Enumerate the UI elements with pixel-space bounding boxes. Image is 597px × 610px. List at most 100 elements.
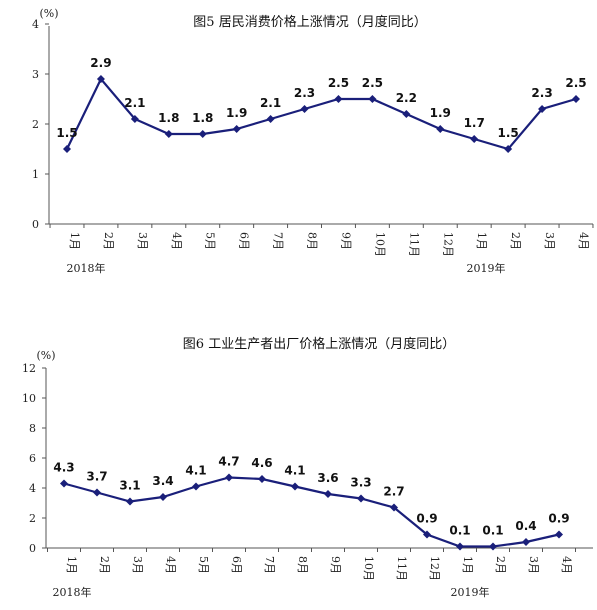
x-tick-label: 2月 bbox=[98, 556, 111, 574]
data-point-marker bbox=[504, 145, 513, 153]
data-point-marker bbox=[423, 530, 431, 539]
data-label: 1.9 bbox=[430, 106, 451, 120]
y-tick-label: 12 bbox=[22, 362, 36, 375]
data-label: 1.5 bbox=[56, 126, 77, 140]
data-label: 2.1 bbox=[260, 96, 281, 110]
y-tick-label: 3 bbox=[32, 68, 39, 81]
chart-cpi-title: 图5 居民消费价格上涨情况（月度同比） bbox=[193, 14, 426, 30]
x-tick-label: 2月 bbox=[509, 232, 522, 250]
x-tick-label: 11月 bbox=[407, 232, 420, 257]
y-tick-label: 0 bbox=[29, 542, 36, 555]
data-label: 0.1 bbox=[449, 524, 470, 538]
series-line bbox=[66, 77, 577, 151]
y-tick-label: 2 bbox=[29, 512, 36, 525]
y-tick-label: 1 bbox=[32, 168, 39, 181]
data-label: 1.8 bbox=[158, 111, 179, 125]
data-point-marker bbox=[334, 95, 343, 103]
x-tick-label: 3月 bbox=[527, 556, 540, 574]
data-point-marker bbox=[159, 493, 167, 501]
y-tick-label: 4 bbox=[29, 482, 36, 495]
x-tick-label: 3月 bbox=[543, 232, 556, 250]
data-point-marker bbox=[324, 490, 332, 498]
y-tick-label: 0 bbox=[32, 218, 39, 231]
data-label: 2.5 bbox=[328, 76, 349, 90]
data-label: 2.5 bbox=[362, 76, 383, 90]
x-tick-label: 10月 bbox=[373, 232, 386, 257]
data-label: 4.1 bbox=[284, 464, 305, 478]
data-point-marker bbox=[225, 473, 233, 482]
x-tick-label: 8月 bbox=[296, 556, 309, 574]
x-tick-label: 1月 bbox=[461, 556, 474, 574]
data-point-marker bbox=[555, 530, 563, 539]
x-tick-label: 9月 bbox=[329, 556, 342, 574]
data-label: 3.4 bbox=[152, 474, 173, 488]
data-point-marker bbox=[266, 115, 275, 123]
data-point-marker bbox=[390, 503, 398, 512]
data-point-marker bbox=[368, 95, 377, 103]
chart-cpi-year-2019: 2019年 bbox=[467, 261, 506, 275]
data-point-marker bbox=[130, 115, 139, 123]
series-line bbox=[63, 476, 560, 548]
y-tick-label: 4 bbox=[32, 18, 39, 31]
x-tick-label: 6月 bbox=[238, 232, 251, 250]
data-point-marker bbox=[300, 105, 309, 113]
x-tick-label: 1月 bbox=[68, 232, 81, 250]
data-label: 0.1 bbox=[482, 524, 503, 538]
y-tick-label: 2 bbox=[32, 118, 39, 131]
data-label: 3.6 bbox=[317, 471, 338, 485]
chart-ppi-year-2019: 2019年 bbox=[451, 585, 490, 599]
data-point-marker bbox=[489, 542, 497, 551]
data-point-marker bbox=[572, 95, 580, 103]
chart-cpi-unit: (%) bbox=[39, 7, 58, 20]
data-label: 0.4 bbox=[515, 519, 536, 533]
x-tick-label: 4月 bbox=[164, 556, 177, 574]
data-label: 2.3 bbox=[294, 86, 315, 100]
data-label: 2.1 bbox=[124, 96, 145, 110]
chart-ppi-series bbox=[60, 473, 563, 551]
data-label: 2.7 bbox=[383, 485, 404, 499]
chart-ppi-unit: (%) bbox=[36, 349, 55, 362]
data-point-marker bbox=[436, 125, 445, 133]
x-tick-label: 4月 bbox=[577, 232, 590, 250]
x-tick-label: 3月 bbox=[136, 232, 149, 250]
data-label: 1.5 bbox=[498, 126, 519, 140]
data-point-marker bbox=[198, 130, 207, 138]
x-tick-label: 9月 bbox=[339, 232, 352, 250]
y-tick-label: 10 bbox=[22, 392, 36, 405]
x-tick-label: 7月 bbox=[272, 232, 285, 250]
x-tick-label: 8月 bbox=[306, 232, 319, 250]
x-tick-label: 12月 bbox=[428, 556, 441, 581]
chart-ppi-year-2018: 2018年 bbox=[53, 585, 92, 599]
data-point-marker bbox=[522, 538, 530, 546]
data-point-marker bbox=[291, 482, 299, 491]
data-point-marker bbox=[63, 145, 71, 153]
data-label: 1.8 bbox=[192, 111, 213, 125]
chart-ppi-data-labels: 4.3 3.7 3.1 3.4 4.1 4.7 4.6 4.1 3.6 3.3 2.7 0.9 0.1 0… bbox=[53, 455, 569, 538]
data-point-marker bbox=[402, 110, 411, 118]
data-point-marker bbox=[470, 135, 479, 143]
data-point-marker bbox=[96, 75, 105, 83]
data-label: 3.3 bbox=[350, 476, 371, 490]
data-label: 3.7 bbox=[86, 470, 107, 484]
chart-cpi-year-2018: 2018年 bbox=[67, 261, 106, 275]
chart-ppi-title: 图6 工业生产者出厂价格上涨情况（月度同比） bbox=[183, 336, 455, 352]
data-label: 2.2 bbox=[396, 91, 417, 105]
data-point-marker bbox=[357, 494, 365, 503]
chart-ppi-x-ticks: 1月 2月 3月 4月 5月 6月 7月 8月 9月 10月 11月 12月 1月 2月 3月 4月 bbox=[47, 548, 576, 581]
chart-cpi: 图5 居民消费价格上涨情况（月度同比） (%) 0 1 2 3 4 1月 2月 3月 4月 5月… bbox=[32, 7, 594, 275]
data-point-marker bbox=[232, 125, 241, 133]
data-label: 2.5 bbox=[565, 76, 586, 90]
data-point-marker bbox=[60, 479, 68, 488]
data-label: 4.1 bbox=[185, 464, 206, 478]
data-point-marker bbox=[164, 130, 173, 138]
data-point-marker bbox=[538, 105, 547, 113]
data-label: 4.3 bbox=[53, 461, 74, 475]
data-label: 2.3 bbox=[531, 86, 552, 100]
x-tick-label: 4月 bbox=[170, 232, 183, 250]
chart-cpi-data-labels: 1.5 2.9 2.1 1.8 1.8 1.9 2.1 2.3 2.5 2.5 2.2 1.9 1.7 1… bbox=[56, 56, 586, 140]
x-tick-label: 1月 bbox=[65, 556, 78, 574]
data-point-marker bbox=[456, 542, 464, 551]
chart-ppi: 图6 工业生产者出厂价格上涨情况（月度同比） (%) 0 2 4 6 8 10 12 1月 2… bbox=[22, 336, 593, 599]
y-tick-label: 6 bbox=[29, 452, 36, 465]
